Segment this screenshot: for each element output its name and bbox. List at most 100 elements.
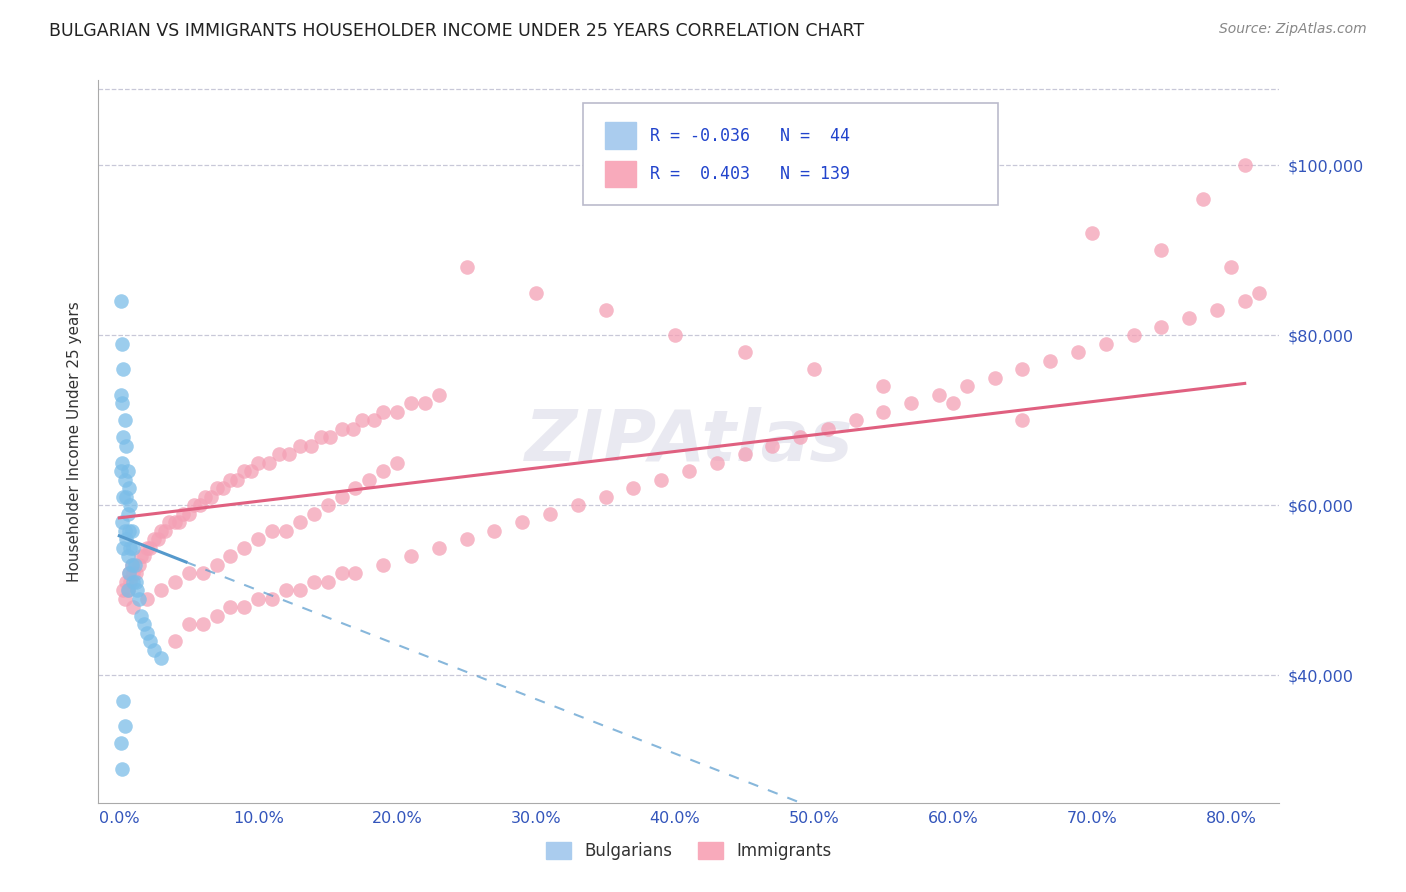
Point bbox=[277, 447, 299, 461]
Point bbox=[153, 524, 176, 538]
Point bbox=[427, 541, 450, 555]
Point bbox=[399, 549, 422, 564]
Point bbox=[117, 464, 139, 478]
Point bbox=[111, 516, 134, 530]
Point bbox=[1178, 311, 1201, 326]
Point bbox=[650, 473, 672, 487]
Point bbox=[120, 574, 142, 589]
Point bbox=[262, 524, 284, 538]
Point bbox=[621, 481, 644, 495]
Point bbox=[302, 507, 325, 521]
Point bbox=[163, 574, 186, 589]
Point bbox=[226, 473, 249, 487]
Point bbox=[118, 481, 141, 495]
Point bbox=[1247, 285, 1270, 300]
Point bbox=[344, 481, 367, 495]
Point bbox=[538, 507, 561, 521]
Point bbox=[427, 388, 450, 402]
Point bbox=[121, 558, 143, 572]
Point bbox=[399, 396, 422, 410]
Point bbox=[299, 439, 322, 453]
Point bbox=[1192, 192, 1215, 206]
Point bbox=[177, 617, 200, 632]
Point bbox=[128, 558, 150, 572]
Point bbox=[111, 456, 134, 470]
Point bbox=[121, 558, 143, 572]
Point bbox=[117, 583, 139, 598]
Point bbox=[385, 456, 408, 470]
Point bbox=[484, 524, 506, 538]
Point bbox=[942, 396, 965, 410]
Point bbox=[139, 634, 162, 648]
Point bbox=[330, 422, 353, 436]
Point bbox=[125, 574, 148, 589]
Point bbox=[219, 600, 242, 615]
Point bbox=[177, 566, 200, 581]
Point bbox=[183, 498, 205, 512]
Point bbox=[121, 524, 143, 538]
Point bbox=[136, 625, 159, 640]
Point bbox=[128, 591, 150, 606]
Point bbox=[359, 473, 381, 487]
Point bbox=[1150, 244, 1173, 258]
Point bbox=[247, 456, 270, 470]
Point bbox=[456, 260, 478, 275]
Point bbox=[1081, 227, 1104, 241]
Point bbox=[1233, 158, 1256, 172]
Point bbox=[344, 566, 367, 581]
Point bbox=[595, 490, 617, 504]
Point bbox=[803, 362, 825, 376]
Point bbox=[247, 591, 270, 606]
Point bbox=[111, 762, 134, 776]
Point bbox=[678, 464, 700, 478]
Point bbox=[385, 405, 408, 419]
Point bbox=[288, 439, 311, 453]
Text: ZIPAtlas: ZIPAtlas bbox=[524, 407, 853, 476]
Point bbox=[117, 507, 139, 521]
Point bbox=[114, 473, 136, 487]
Point bbox=[122, 600, 145, 615]
Point bbox=[363, 413, 385, 427]
Point bbox=[149, 524, 172, 538]
Point bbox=[205, 608, 228, 623]
Point bbox=[114, 413, 136, 427]
Point bbox=[240, 464, 263, 478]
Point bbox=[111, 396, 134, 410]
Point bbox=[845, 413, 868, 427]
Text: Source: ZipAtlas.com: Source: ZipAtlas.com bbox=[1219, 22, 1367, 37]
Point bbox=[817, 422, 839, 436]
Point bbox=[330, 490, 353, 504]
Point bbox=[1219, 260, 1241, 275]
Point bbox=[567, 498, 589, 512]
Point bbox=[112, 541, 135, 555]
Point bbox=[117, 583, 139, 598]
Point bbox=[872, 405, 894, 419]
Point bbox=[352, 413, 374, 427]
Point bbox=[900, 396, 922, 410]
Point bbox=[789, 430, 811, 444]
Point bbox=[125, 566, 148, 581]
Point bbox=[259, 456, 281, 470]
Point bbox=[143, 533, 166, 547]
Point bbox=[115, 439, 138, 453]
Point bbox=[124, 558, 146, 572]
Point bbox=[194, 490, 217, 504]
Point bbox=[110, 388, 132, 402]
Point bbox=[288, 583, 311, 598]
Point bbox=[110, 464, 132, 478]
Point bbox=[112, 490, 135, 504]
Point bbox=[122, 566, 145, 581]
Point bbox=[212, 481, 235, 495]
Point bbox=[928, 388, 950, 402]
Point bbox=[114, 719, 136, 733]
Point bbox=[373, 558, 395, 572]
Point bbox=[111, 336, 134, 351]
Point bbox=[456, 533, 478, 547]
Point bbox=[706, 456, 728, 470]
Point bbox=[149, 651, 172, 665]
Point bbox=[1150, 319, 1173, 334]
Point bbox=[342, 422, 364, 436]
Point bbox=[188, 498, 211, 512]
Point bbox=[172, 507, 194, 521]
Point bbox=[191, 566, 214, 581]
